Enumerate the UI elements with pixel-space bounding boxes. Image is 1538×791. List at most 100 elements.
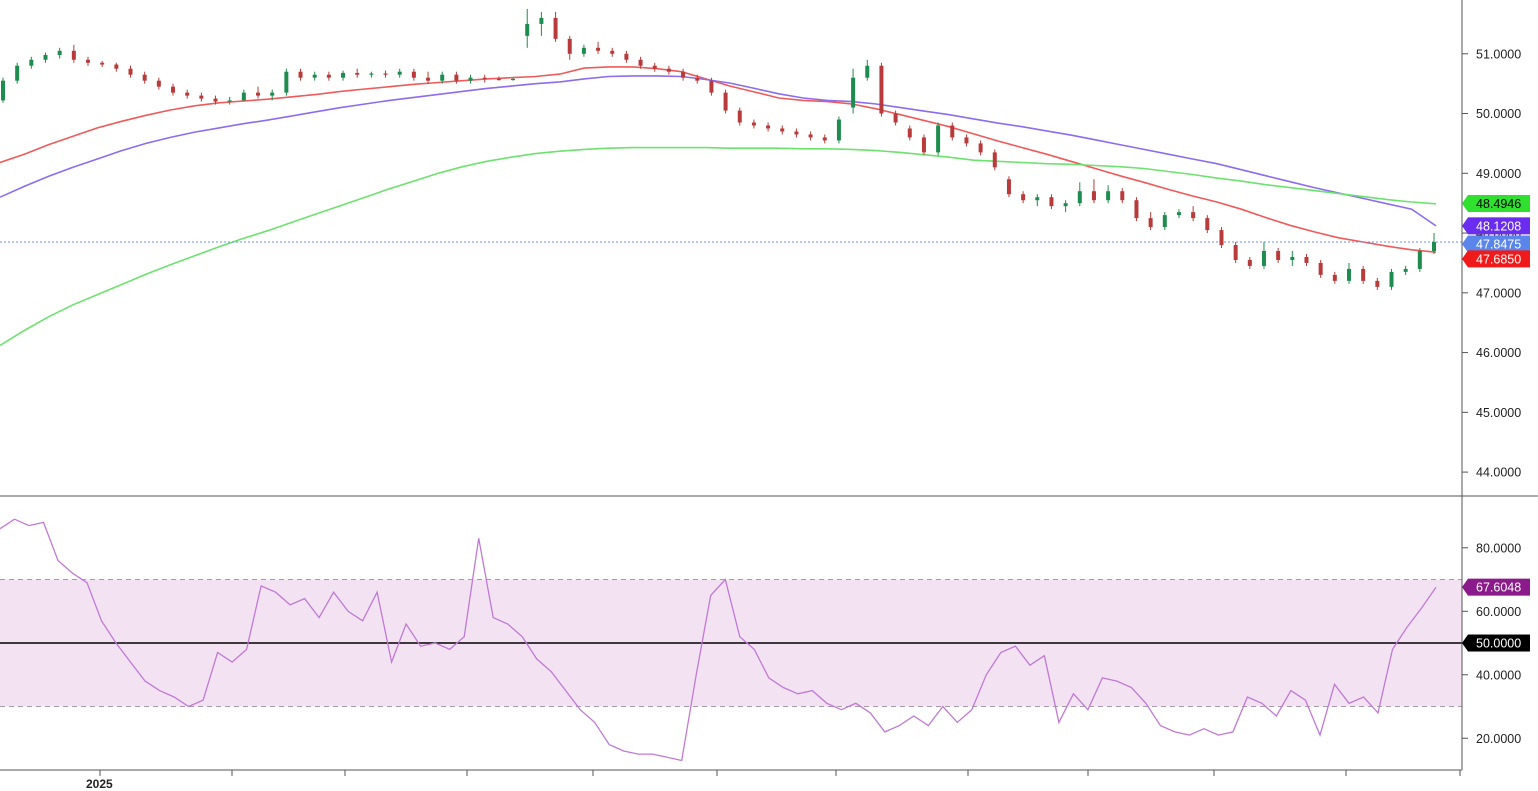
candle-body <box>1049 197 1054 207</box>
candle-body <box>1417 250 1422 269</box>
candle <box>1432 233 1436 254</box>
candle-body <box>1148 218 1153 228</box>
candle-body <box>1 80 5 101</box>
candle-body <box>865 65 870 78</box>
candle <box>1290 250 1295 266</box>
candle <box>1063 200 1068 213</box>
candle-body <box>950 125 955 138</box>
candle-body <box>610 50 615 54</box>
candle <box>1346 262 1351 284</box>
x-ticks <box>99 770 1461 776</box>
price-tick-label: 46.0000 <box>1476 346 1521 360</box>
candle-body <box>1346 268 1351 281</box>
candle <box>369 71 374 78</box>
candle-body <box>893 113 898 123</box>
candle-body <box>1176 212 1181 216</box>
price-tick-label: 50.0000 <box>1476 107 1521 121</box>
price-tick-label: 45.0000 <box>1476 406 1521 420</box>
candle-body <box>553 17 558 39</box>
candle-body <box>808 134 813 138</box>
candle-body <box>695 77 700 81</box>
candle <box>964 134 969 147</box>
candle <box>751 119 756 129</box>
candle <box>525 8 530 48</box>
candle-body <box>921 137 926 153</box>
candle-body <box>468 77 473 81</box>
price-tick-label: 44.0000 <box>1476 466 1521 480</box>
candle <box>1021 191 1026 204</box>
candle-body <box>43 54 48 60</box>
candle-body <box>1120 191 1125 201</box>
badge-rsi-value: 67.6048 <box>1462 578 1530 596</box>
candle <box>1006 176 1011 198</box>
candle-body <box>1035 197 1040 201</box>
candle <box>709 77 714 96</box>
price-tick-label: 49.0000 <box>1476 167 1521 181</box>
candle <box>936 122 941 156</box>
candle-body <box>383 73 388 75</box>
candle <box>1361 265 1366 284</box>
candle-body <box>907 128 912 138</box>
candle-body <box>426 77 431 81</box>
candle <box>270 89 275 101</box>
candle <box>539 11 544 36</box>
candle-body <box>213 98 218 102</box>
rsi-tick-label: 60.0000 <box>1476 605 1521 619</box>
candle-body <box>355 72 360 75</box>
candle <box>1191 206 1196 222</box>
candle-body <box>1106 191 1111 201</box>
candle <box>666 65 671 75</box>
candle <box>1403 265 1408 275</box>
candle <box>1375 277 1380 290</box>
candle-body <box>1304 256 1309 263</box>
moving-averages <box>0 66 1437 347</box>
candle-body <box>936 125 941 153</box>
candlesticks <box>1 8 1436 290</box>
candle-body <box>992 152 997 168</box>
candle <box>383 70 388 78</box>
candle <box>723 89 728 114</box>
candle <box>114 62 119 72</box>
candle <box>596 41 601 54</box>
candle-body <box>100 62 105 65</box>
candle <box>29 56 34 69</box>
candle-body <box>29 59 34 66</box>
candle-body <box>780 128 785 132</box>
candle <box>171 83 176 96</box>
candle <box>199 92 204 102</box>
badge-ma-fast-box <box>1468 250 1530 268</box>
candle <box>1148 212 1153 231</box>
badge-ma-fast-pointer <box>1462 250 1468 268</box>
candle-body <box>1063 203 1068 207</box>
candle <box>638 56 643 69</box>
badge-rsi-value-label: 67.6048 <box>1476 581 1521 595</box>
candle <box>426 71 431 84</box>
candle-body <box>199 95 204 99</box>
x-label-2025: 2025 <box>86 777 113 791</box>
rsi-tick-label: 40.0000 <box>1476 668 1521 682</box>
badge-ma-mid-label: 48.1208 <box>1476 219 1521 233</box>
rsi-series <box>0 518 1437 762</box>
candle <box>256 86 261 99</box>
candle-body <box>1077 191 1082 204</box>
candle-body <box>1247 259 1252 266</box>
candle <box>213 95 218 105</box>
candle <box>780 125 785 135</box>
candle-body <box>114 64 119 69</box>
candle-body <box>241 92 246 101</box>
candle <box>822 134 827 144</box>
candle <box>1077 182 1082 207</box>
badge-rsi-value-box <box>1468 578 1530 596</box>
candle <box>468 74 473 84</box>
candle <box>681 68 686 81</box>
candle <box>1205 215 1210 234</box>
candle <box>1389 268 1394 290</box>
rsi-tick-label: 80.0000 <box>1476 541 1521 555</box>
candle <box>794 128 799 138</box>
candle-body <box>1205 218 1210 231</box>
candle <box>128 65 133 78</box>
candle-body <box>638 59 643 66</box>
badge-last-price-box <box>1468 235 1530 253</box>
candle-body <box>596 47 601 51</box>
candle-body <box>1134 200 1139 219</box>
